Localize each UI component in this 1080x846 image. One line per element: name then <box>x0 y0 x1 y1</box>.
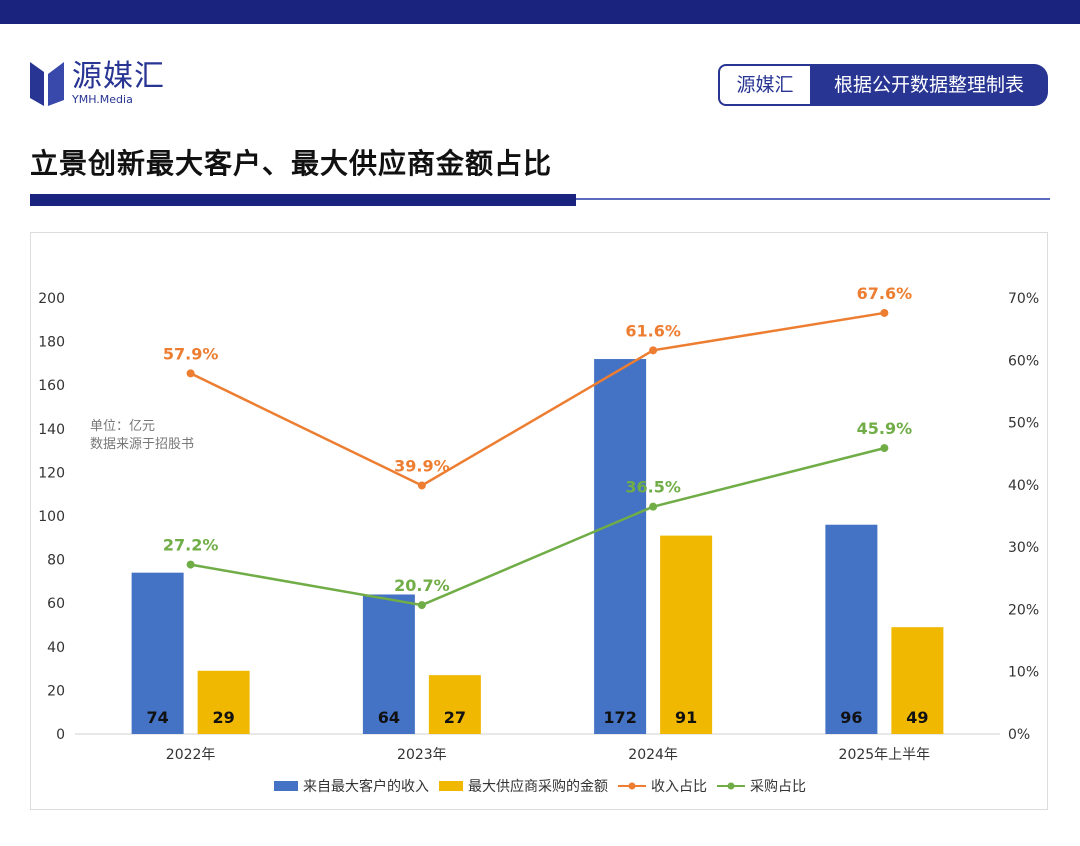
y-left-tick-label: 160 <box>38 378 65 394</box>
bar-revenue <box>825 524 878 734</box>
y-left-tick-label: 60 <box>47 596 65 612</box>
legend-swatch-revenue <box>274 781 298 791</box>
y-left-tick-label: 20 <box>47 683 65 699</box>
legend-item-purchase: 最大供应商采购的金额 <box>439 776 608 796</box>
bar-revenue-label: 96 <box>840 708 862 727</box>
point-purchase-pct <box>186 560 195 569</box>
y-left-tick-label: 80 <box>47 553 65 569</box>
y-left-tick-label: 100 <box>38 509 65 525</box>
bar-purchase <box>660 535 713 734</box>
point-purchase-pct <box>649 502 658 511</box>
y-left-tick-label: 200 <box>38 291 65 307</box>
legend-label-revenue: 来自最大客户的收入 <box>303 779 429 795</box>
x-tick-label: 2025年上半年 <box>839 747 931 763</box>
unit-note: 单位：亿元 <box>90 419 156 434</box>
bar-revenue-label: 74 <box>146 708 168 727</box>
label-revenue-pct: 67.6% <box>857 284 913 303</box>
y-right-tick-label: 20% <box>1008 602 1039 618</box>
y-left-tick-label: 180 <box>38 335 65 351</box>
bar-revenue-label: 172 <box>603 708 636 727</box>
label-purchase-pct: 20.7% <box>394 576 450 595</box>
y-right-tick-label: 60% <box>1008 353 1039 369</box>
y-left-tick-label: 40 <box>47 640 65 656</box>
label-revenue-pct: 39.9% <box>394 456 450 475</box>
line-revenue-pct <box>190 311 885 487</box>
x-tick-label: 2023年 <box>397 747 447 763</box>
label-revenue-pct: 57.9% <box>163 344 219 363</box>
title-rule-thin <box>576 198 1050 200</box>
point-revenue-pct <box>880 308 889 317</box>
chart-note: 单位：亿元 数据来源于招股书 <box>90 418 194 454</box>
y-left-tick-label: 120 <box>38 465 65 481</box>
legend-swatch-purchase <box>439 781 463 791</box>
top-bar <box>0 0 1080 24</box>
source-tag: 源媒汇 根据公开数据整理制表 <box>718 64 1048 106</box>
legend-line-purchase-pct <box>717 782 745 790</box>
chart-legend: 来自最大客户的收入 最大供应商采购的金额 收入占比 采购占比 <box>0 776 1080 796</box>
legend-label-revenue-pct: 收入占比 <box>651 779 707 795</box>
title-rule-thick <box>30 194 576 206</box>
y-right-tick-label: 50% <box>1008 416 1039 432</box>
bar-revenue <box>594 359 647 734</box>
source-note: 数据来源于招股书 <box>90 437 195 452</box>
y-right-tick-label: 0% <box>1008 727 1030 743</box>
x-tick-label: 2022年 <box>166 747 216 763</box>
bar-purchase <box>428 675 481 734</box>
label-revenue-pct: 61.6% <box>625 321 681 340</box>
label-purchase-pct: 27.2% <box>163 536 219 555</box>
bar-revenue-label: 64 <box>378 708 400 727</box>
tag-description: 根据公开数据整理制表 <box>810 64 1048 106</box>
brand-name: 源媒汇 <box>72 59 165 94</box>
y-left-tick-label: 0 <box>56 727 65 743</box>
bar-revenue <box>131 572 184 734</box>
bar-purchase-label: 91 <box>675 708 697 727</box>
legend-item-purchase-pct: 采购占比 <box>717 776 806 796</box>
bar-purchase-label: 27 <box>444 708 466 727</box>
line-purchase-pct <box>190 446 885 607</box>
y-right-tick-label: 10% <box>1008 665 1039 681</box>
legend-item-revenue: 来自最大客户的收入 <box>274 776 429 796</box>
bar-purchase-label: 49 <box>906 708 928 727</box>
y-right-tick-label: 30% <box>1008 540 1039 556</box>
legend-label-purchase-pct: 采购占比 <box>750 779 806 795</box>
page-title: 立景创新最大客户、最大供应商金额占比 <box>30 147 553 180</box>
bar-revenue <box>362 594 415 734</box>
bar-purchase-label: 29 <box>212 708 234 727</box>
chart-frame <box>30 232 1048 810</box>
y-right-tick-label: 40% <box>1008 478 1039 494</box>
x-tick-label: 2024年 <box>628 747 678 763</box>
legend-label-purchase: 最大供应商采购的金额 <box>468 779 608 795</box>
point-purchase-pct <box>417 601 426 610</box>
brand-logo: 源媒汇 YMH.Media <box>30 60 165 108</box>
point-revenue-pct <box>186 369 195 378</box>
tag-brand: 源媒汇 <box>718 64 810 106</box>
point-revenue-pct <box>649 346 658 355</box>
y-right-tick-label: 70% <box>1008 291 1039 307</box>
label-purchase-pct: 45.9% <box>857 419 913 438</box>
label-purchase-pct: 36.5% <box>625 478 681 497</box>
point-revenue-pct <box>417 481 426 490</box>
legend-line-revenue-pct <box>618 782 646 790</box>
brand-sub: YMH.Media <box>72 93 133 106</box>
point-purchase-pct <box>880 444 889 453</box>
legend-item-revenue-pct: 收入占比 <box>618 776 707 796</box>
bar-purchase <box>197 670 250 734</box>
y-left-tick-label: 140 <box>38 422 65 438</box>
bar-purchase <box>891 627 944 734</box>
logo-mark-icon <box>30 62 64 106</box>
